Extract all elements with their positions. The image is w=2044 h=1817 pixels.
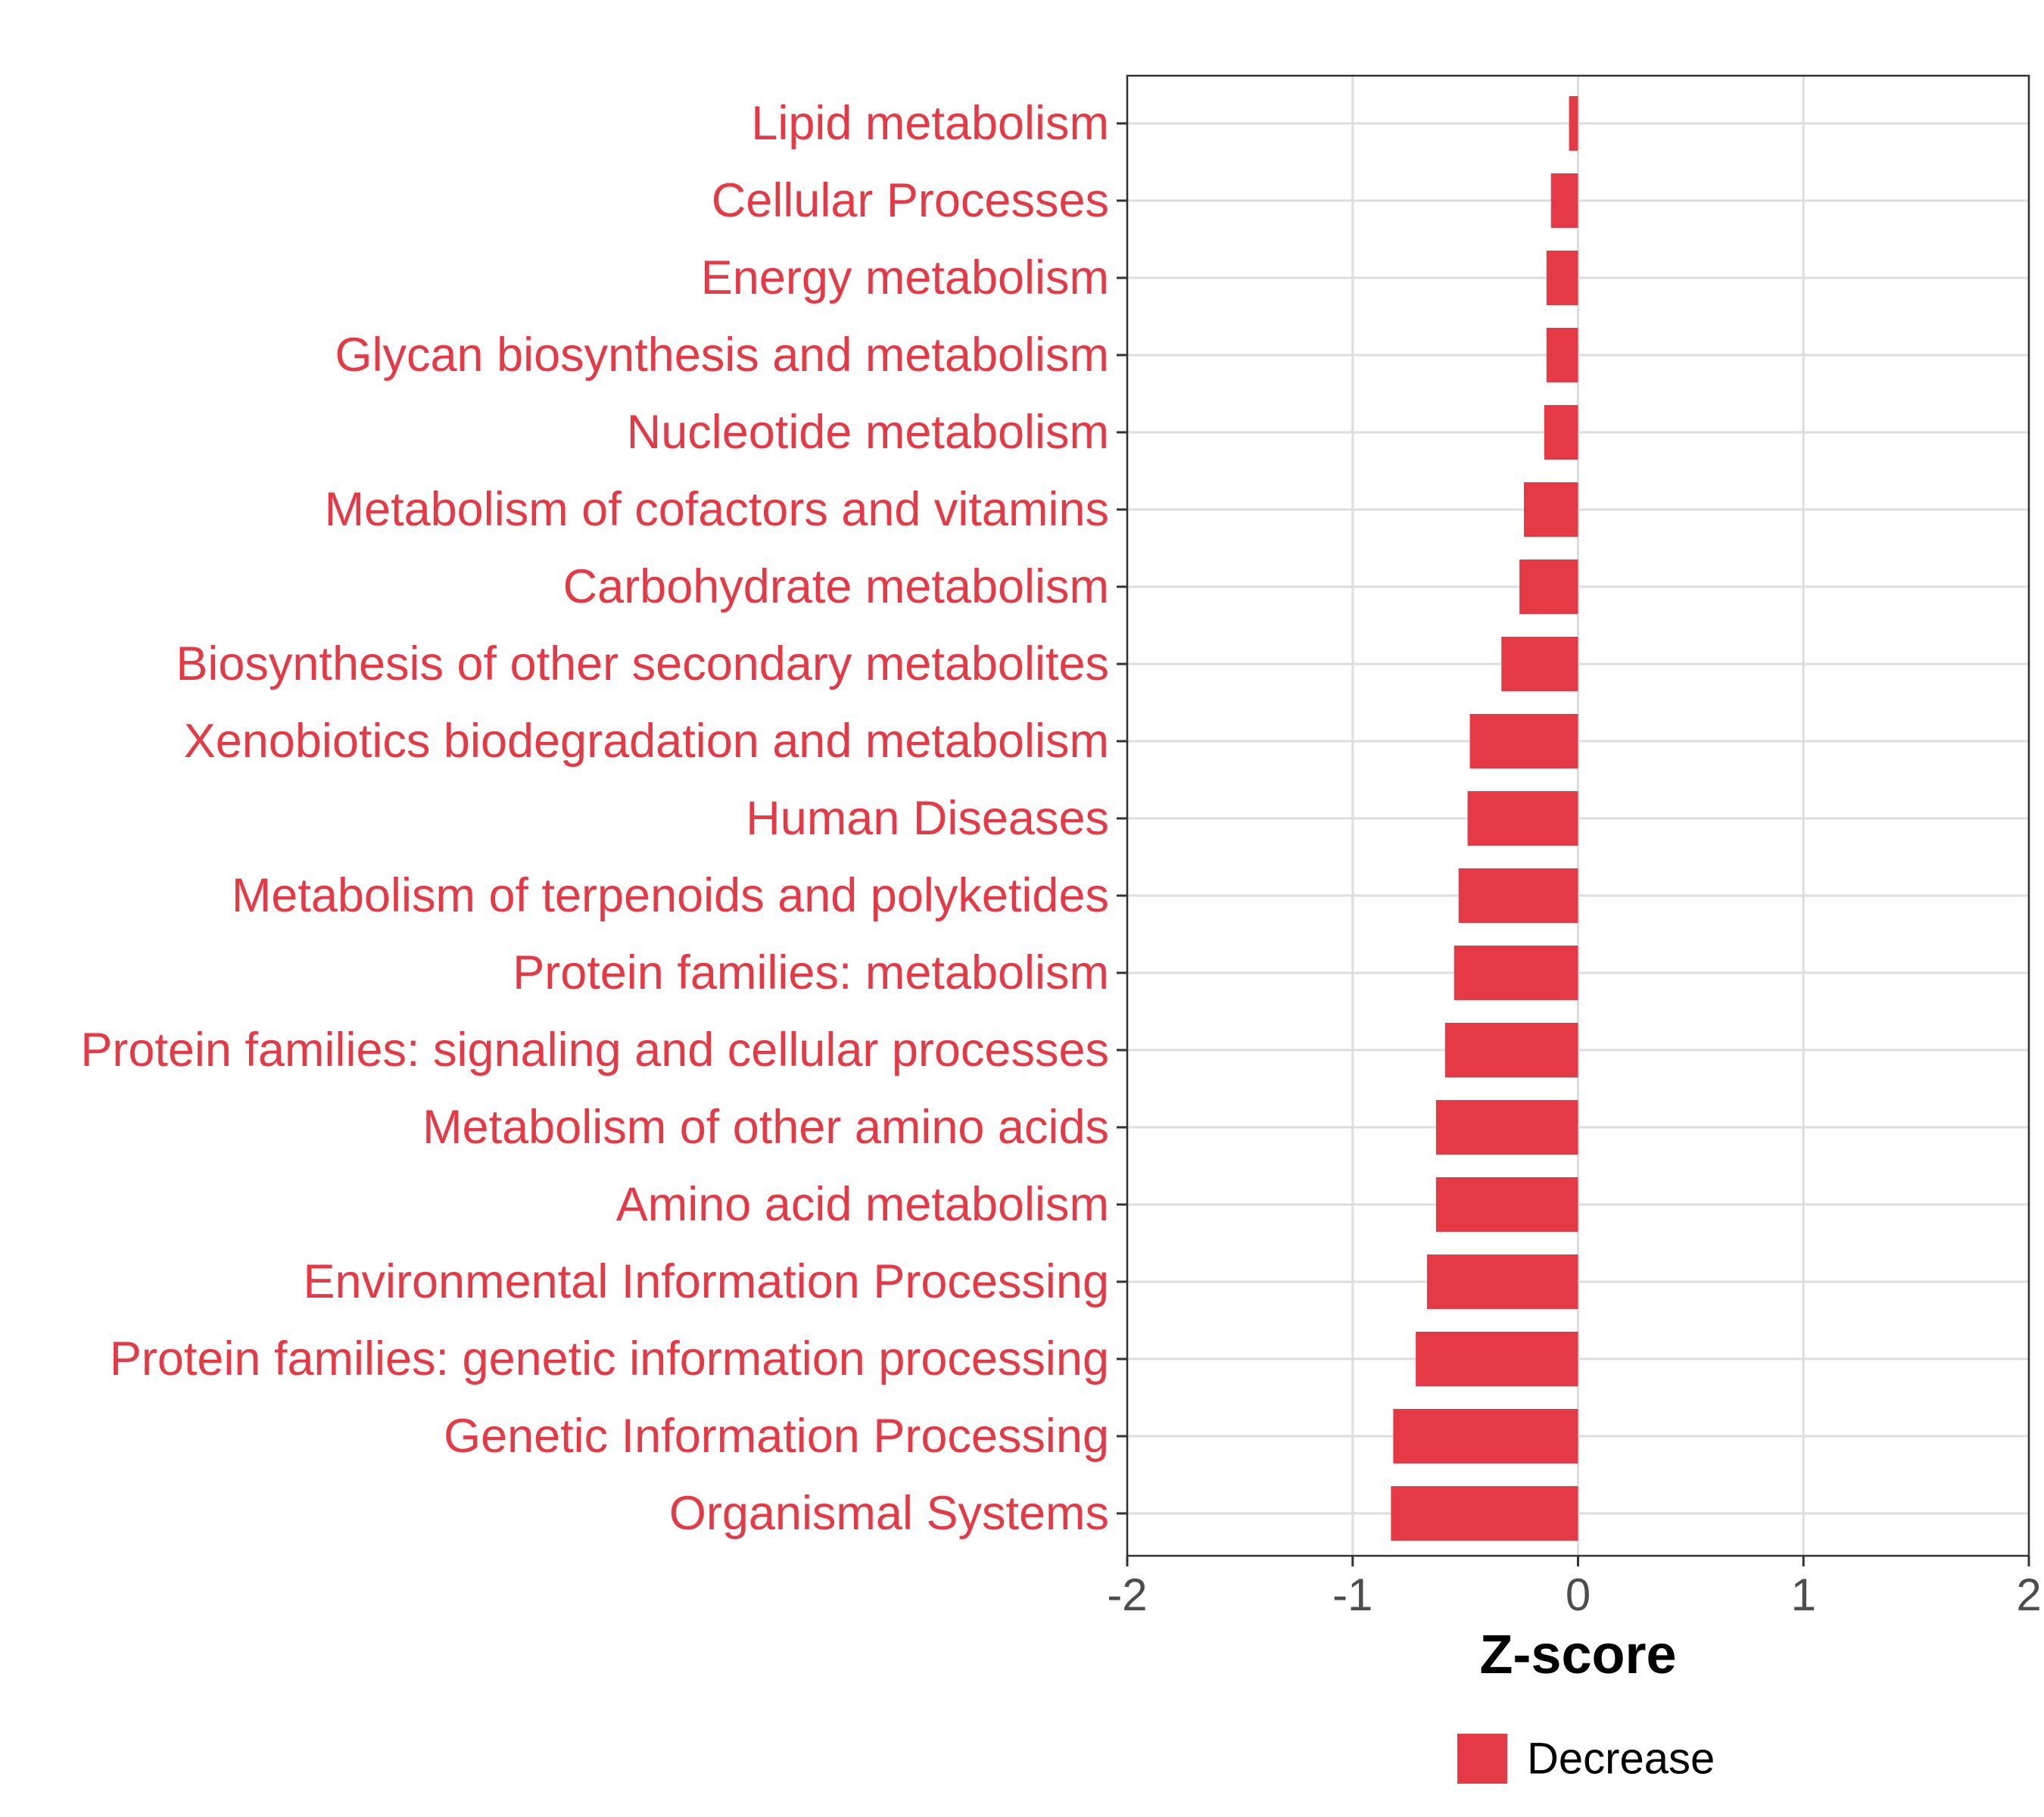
x-tick-label-4: 2	[2016, 1569, 2041, 1620]
x-tick-label-1: -1	[1332, 1569, 1373, 1620]
category-label-13: Metabolism of other amino acids	[422, 1101, 1109, 1154]
category-label-12: Protein families: signaling and cellular…	[80, 1024, 1109, 1077]
bar-2	[1546, 251, 1578, 305]
bar-15	[1427, 1254, 1578, 1309]
x-tick-label-2: 0	[1566, 1569, 1591, 1620]
legend-label-decrease: Decrease	[1527, 1734, 1715, 1784]
bar-4	[1544, 405, 1578, 460]
bar-14	[1435, 1177, 1578, 1232]
bar-0	[1569, 96, 1578, 151]
category-label-6: Carbohydrate metabolism	[563, 560, 1109, 613]
bar-11	[1454, 946, 1578, 1000]
x-axis: -2 -1 0 1 2	[1107, 1556, 2042, 1620]
legend: Decrease	[1457, 1734, 1715, 1784]
bar-17	[1393, 1409, 1578, 1463]
category-label-3: Glycan biosynthesis and metabolism	[335, 329, 1110, 382]
bar-9	[1467, 791, 1578, 846]
category-label-1: Cellular Processes	[712, 174, 1109, 227]
category-label-4: Nucleotide metabolism	[627, 406, 1109, 459]
category-label-0: Lipid metabolism	[751, 97, 1109, 150]
category-labels: Lipid metabolism Cellular Processes Energy…	[80, 97, 1127, 1540]
category-label-7: Biosynthesis of other secondary metaboli…	[176, 637, 1109, 690]
x-tick-label-3: 1	[1791, 1569, 1816, 1620]
bar-7	[1501, 637, 1578, 691]
category-label-14: Amino acid metabolism	[616, 1178, 1109, 1231]
legend-swatch-decrease	[1457, 1734, 1507, 1784]
category-label-11: Protein families: metabolism	[513, 946, 1109, 999]
bar-13	[1435, 1100, 1578, 1155]
bar-8	[1469, 714, 1578, 768]
bar-3	[1546, 328, 1578, 382]
category-label-16: Protein families: genetic information pr…	[110, 1332, 1109, 1385]
category-label-10: Metabolism of terpenoids and polyketides	[232, 869, 1109, 922]
bar-12	[1444, 1023, 1578, 1077]
bar-10	[1458, 868, 1578, 923]
category-label-5: Metabolism of cofactors and vitamins	[325, 483, 1109, 536]
bar-1	[1550, 173, 1578, 228]
bar-18	[1391, 1486, 1578, 1541]
bar-16	[1416, 1332, 1578, 1386]
bars	[1391, 96, 1578, 1541]
bar-5	[1524, 482, 1578, 537]
x-axis-title: Z-score	[1479, 1625, 1676, 1685]
category-label-18: Organismal Systems	[669, 1487, 1109, 1540]
category-label-8: Xenobiotics biodegradation and metabolis…	[184, 715, 1109, 768]
category-label-9: Human Diseases	[746, 792, 1109, 845]
bar-6	[1519, 559, 1578, 614]
category-label-2: Energy metabolism	[701, 251, 1109, 304]
category-label-17: Genetic Information Processing	[444, 1410, 1109, 1463]
x-tick-label-0: -2	[1107, 1569, 1147, 1620]
category-label-15: Environmental Information Processing	[303, 1255, 1109, 1308]
